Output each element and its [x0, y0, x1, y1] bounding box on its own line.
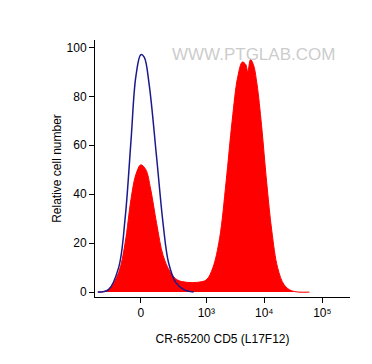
svg-text:10⁵: 10⁵	[313, 306, 331, 320]
svg-text:0: 0	[138, 306, 145, 320]
svg-text:Relative cell number: Relative cell number	[50, 114, 64, 223]
svg-text:CR-65200 CD5 (L17F12): CR-65200 CD5 (L17F12)	[155, 332, 289, 346]
svg-text:0: 0	[80, 285, 87, 299]
svg-text:10³: 10³	[198, 306, 215, 320]
svg-text:10⁴: 10⁴	[255, 306, 274, 320]
svg-text:20: 20	[73, 236, 87, 250]
svg-text:100: 100	[67, 41, 87, 55]
svg-text:40: 40	[73, 187, 87, 201]
svg-text:80: 80	[73, 90, 87, 104]
svg-text:WWW.PTGLAB.COM: WWW.PTGLAB.COM	[172, 45, 335, 64]
svg-text:60: 60	[73, 138, 87, 152]
